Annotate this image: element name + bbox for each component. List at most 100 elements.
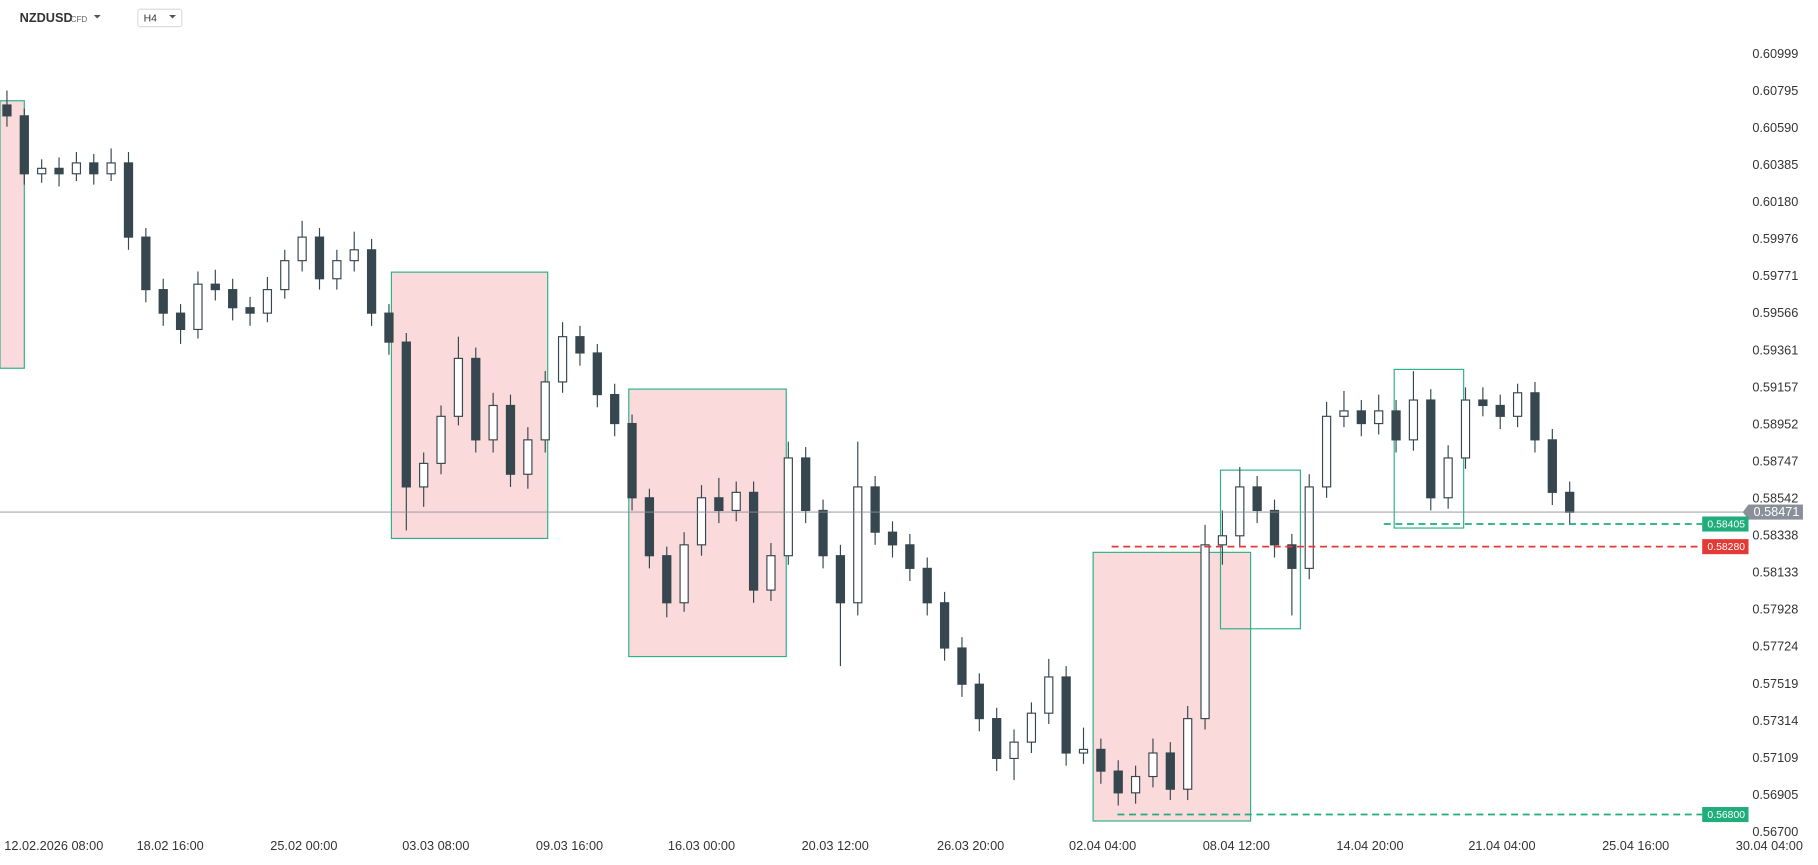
x-tick-label: 12.02.2026 08:00 — [4, 838, 103, 853]
price-tag — [1702, 516, 1749, 532]
x-tick-label: 21.04 04:00 — [1468, 838, 1535, 853]
x-tick-label: 25.02 00:00 — [270, 838, 337, 853]
candle-body — [245, 307, 255, 314]
candle-body — [228, 289, 238, 309]
y-tick-label: 0.59157 — [1752, 379, 1798, 394]
candle-body — [540, 381, 550, 441]
candle-body — [1426, 399, 1436, 499]
candle-body — [37, 167, 47, 175]
interval-dropdown — [169, 15, 177, 19]
y-tick-label: 0.60590 — [1752, 120, 1798, 135]
candle-body — [748, 491, 759, 591]
candle-body — [297, 236, 307, 262]
candle-body — [1183, 718, 1193, 790]
x-tick-label: 30.04 04:00 — [1736, 838, 1803, 853]
y-tick-label: 0.57519 — [1752, 676, 1798, 691]
zone-outline — [1219, 469, 1301, 630]
candle-body — [783, 457, 793, 557]
candle-body — [1009, 741, 1019, 760]
candle-body — [488, 404, 498, 441]
x-tick-label: 09.03 16:00 — [536, 838, 603, 853]
candle-body — [679, 544, 689, 604]
y-tick-label: 0.58133 — [1752, 565, 1798, 580]
candle-body — [158, 289, 168, 314]
candle-body — [1252, 486, 1262, 512]
candle-body — [870, 486, 880, 533]
candle-body — [835, 555, 846, 604]
candle-body — [1217, 535, 1228, 546]
candle-body — [1408, 399, 1419, 441]
candle-body — [627, 422, 637, 499]
x-tick-label: 20.03 12:00 — [802, 838, 869, 853]
candle-body — [54, 167, 64, 175]
candle-body — [71, 162, 82, 175]
candle-body — [1460, 399, 1471, 459]
candle-body — [471, 357, 481, 441]
candle-body — [974, 683, 984, 720]
y-tick-label: 0.60180 — [1752, 194, 1798, 209]
y-tick-label: 0.59976 — [1752, 231, 1798, 246]
y-tick-label: 0.58952 — [1752, 416, 1798, 431]
zone — [628, 388, 787, 658]
candle-body — [992, 718, 1002, 760]
candle-body — [1495, 404, 1505, 417]
candle-body — [1478, 399, 1488, 407]
y-tick-label: 0.58542 — [1752, 491, 1798, 506]
candle-body — [523, 439, 533, 475]
candle-body — [1565, 491, 1575, 513]
price-tag-label: 0.56800 — [1707, 810, 1745, 821]
candle-body — [436, 415, 446, 464]
candle-body — [332, 260, 342, 280]
candle-body — [1148, 752, 1158, 778]
toolbar: NZDUSD CFD H4 — [20, 8, 183, 28]
candle-body — [1235, 486, 1245, 537]
candle-body — [939, 602, 950, 649]
candle-body — [1339, 410, 1349, 417]
candle-body — [887, 531, 898, 546]
candle-body — [1044, 676, 1054, 714]
candle-body — [1113, 770, 1123, 794]
y-tick-label: 0.57109 — [1752, 750, 1798, 765]
candle-body — [731, 491, 741, 512]
y-tick-label: 0.58338 — [1752, 528, 1798, 543]
candle-body — [1530, 392, 1540, 441]
candle-body — [262, 289, 273, 314]
candle-body — [384, 312, 394, 343]
candle-body — [905, 544, 915, 569]
candle-body — [401, 341, 411, 488]
zone — [390, 271, 549, 540]
candle-body — [19, 115, 29, 175]
candle-body — [123, 162, 134, 238]
candle-body — [89, 162, 99, 175]
price-tag — [1748, 504, 1803, 520]
candle-body — [280, 260, 290, 291]
candle-body — [1391, 410, 1401, 441]
symbol-dropdown[interactable] — [93, 15, 101, 19]
candle-body — [505, 404, 516, 475]
x-tick-label: 08.04 12:00 — [1203, 838, 1270, 853]
candle-body — [575, 336, 585, 354]
market: CFD — [71, 15, 88, 24]
symbol[interactable]: NZDUSD — [20, 10, 73, 25]
x-tick-label: 16.03 00:00 — [668, 838, 735, 853]
y-tick-label: 0.57314 — [1752, 713, 1798, 728]
plot: 0.60999 0.60795 0.60590 0.60385 0.60180 0.599… — [0, 46, 1803, 853]
interval-selector[interactable] — [137, 8, 183, 28]
candle-body — [2, 104, 12, 117]
candle-body — [1321, 415, 1332, 488]
y-tick-label: 0.56905 — [1752, 787, 1798, 802]
zones — [0, 100, 1465, 822]
candle-body — [696, 497, 707, 546]
interval[interactable]: H4 — [144, 13, 158, 24]
candle-body — [592, 352, 602, 396]
candle-body — [1200, 544, 1210, 720]
candle-body — [1165, 752, 1175, 790]
candle-body — [1512, 392, 1523, 417]
candle-body — [644, 497, 655, 557]
x-tick-label: 02.04 04:00 — [1069, 838, 1136, 853]
x-tick-label: 03.03 08:00 — [402, 838, 469, 853]
candle-body — [853, 486, 863, 604]
candle-body — [141, 236, 151, 291]
y-tick-label: 0.56700 — [1752, 824, 1798, 839]
